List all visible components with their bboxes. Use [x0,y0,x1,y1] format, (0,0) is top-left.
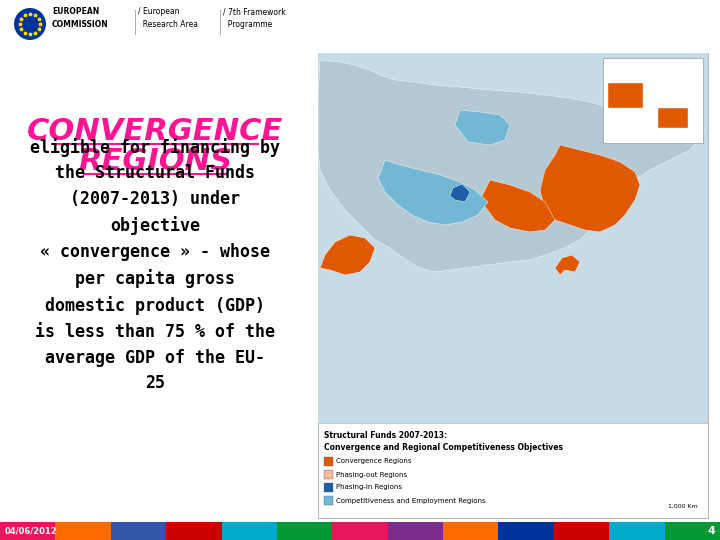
Text: 4: 4 [707,526,715,536]
Bar [55,522,111,540]
Bar [608,83,643,108]
Bar [665,522,720,540]
Bar [0,0,720,50]
Text: Convergence Regions: Convergence Regions [336,458,412,464]
Polygon shape [555,255,580,275]
Bar [318,423,708,518]
Bar [387,522,443,540]
Bar [0,522,55,540]
Text: / European
  Research Area: / European Research Area [138,7,198,29]
Polygon shape [450,184,470,202]
Bar [333,522,387,540]
Text: EUROPEAN
COMMISSION: EUROPEAN COMMISSION [52,7,109,29]
Bar [603,58,703,143]
Text: 04/06/2012: 04/06/2012 [5,526,58,536]
Polygon shape [540,145,640,232]
Text: Structural Funds 2007-2013:
Convergence and Regional Competitiveness Objectives: Structural Funds 2007-2013: Convergence … [324,431,563,452]
Text: Phasing-out Regions: Phasing-out Regions [336,471,407,477]
Polygon shape [480,180,555,232]
Bar [166,522,222,540]
Text: REGIONS: REGIONS [78,147,232,177]
Bar [318,53,708,518]
Bar [324,470,333,479]
Bar [277,522,333,540]
Bar [554,522,609,540]
Polygon shape [455,110,510,145]
Text: Competitiveness and Employment Regions: Competitiveness and Employment Regions [336,497,485,503]
Polygon shape [320,235,375,275]
Bar [658,108,688,128]
Bar [324,483,333,492]
Bar [111,522,166,540]
Polygon shape [318,60,705,272]
Text: eligible for financing by
the Structural Funds
(2007-2013) under
objective
« con: eligible for financing by the Structural… [30,138,280,393]
Text: 1,000 Km: 1,000 Km [668,503,698,509]
Text: CONVERGENCE: CONVERGENCE [27,118,283,146]
Text: Phasing-in Regions: Phasing-in Regions [336,484,402,490]
Bar [318,53,708,423]
Bar [498,522,554,540]
Bar [324,457,333,466]
Bar [324,496,333,505]
Circle shape [14,8,46,40]
Polygon shape [378,160,488,225]
Text: / 7th Framework
  Programme: / 7th Framework Programme [223,7,286,29]
Bar [609,522,665,540]
Bar [222,522,277,540]
Bar [443,522,498,540]
